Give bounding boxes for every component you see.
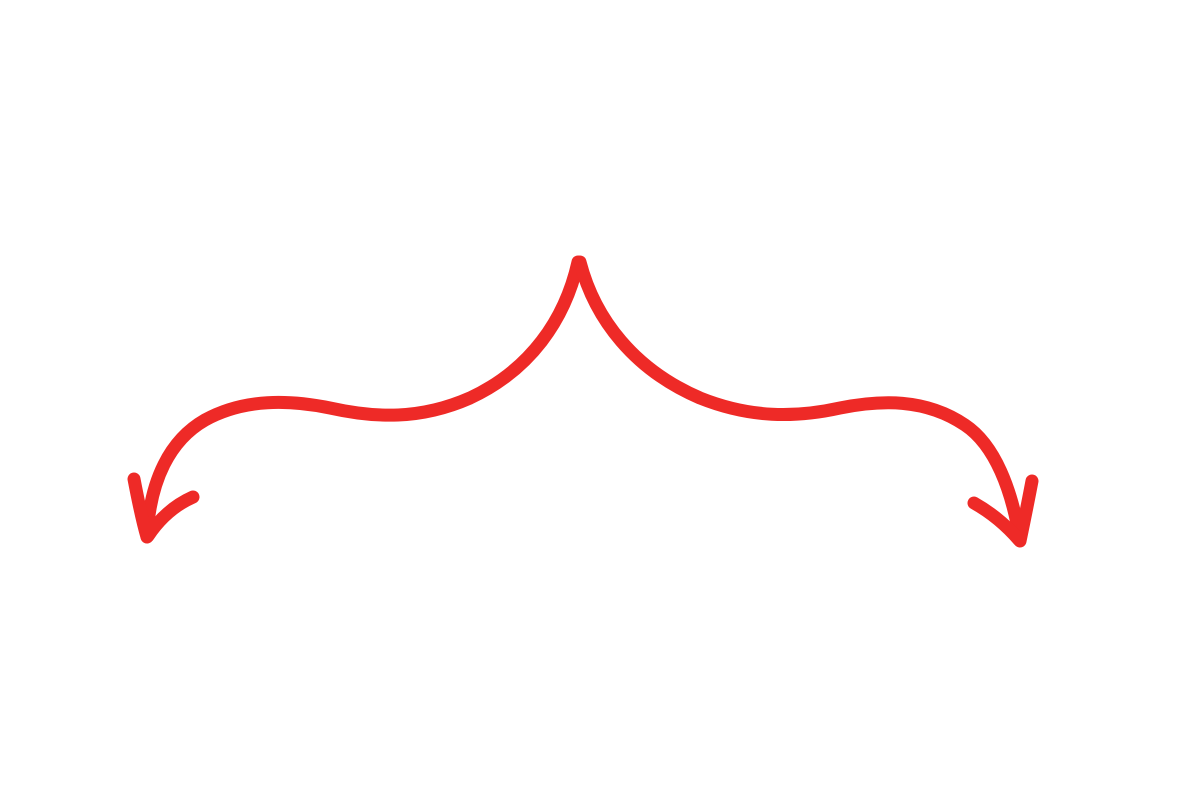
right-arrow-shaft [573,255,1027,547]
left-arrow-shaft [140,255,585,543]
double-arrow-icon [127,255,1039,548]
right-arrowhead-inner [967,496,1026,547]
left-arrowhead-inner [141,490,200,543]
